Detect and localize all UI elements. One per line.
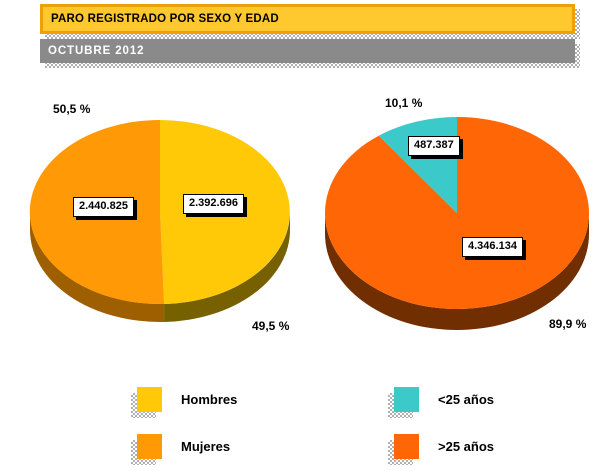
value-label-over25: 4.346.134 [462,237,523,258]
legend-item-hombres: Hombres [131,387,238,418]
paro-por-edad-slice-25-a-os [324,117,589,309]
color-swatch [137,387,162,412]
page-subtitle: OCTUBRE 2012 [48,45,145,57]
title-bar: PARO REGISTRADO POR SEXO Y EDAD [40,4,580,39]
paro-por-sexo-rim-hombres [164,212,290,322]
color-swatch [137,434,162,459]
subtitle-bar-box: OCTUBRE 2012 [40,39,575,63]
value-label-mujeres: 2.440.825 [73,197,134,218]
legend-item-under25: <25 años [388,387,495,418]
value-label-under25: 487.387 [408,136,460,157]
legend-swatch-mujeres [131,434,162,465]
legend-swatch-hombres [131,387,162,418]
paro-por-edad-rim-25-a-os [325,213,589,330]
legend-label-under25: <25 años [438,392,495,407]
legend-label-hombres: Hombres [181,392,238,407]
legend-swatch-over25 [388,434,419,465]
pct-label-mujeres: 50,5 % [53,102,91,116]
pct-label-hombres: 49,5 % [252,319,290,333]
color-swatch [394,387,419,412]
legend-label-mujeres: Mujeres [181,439,231,454]
page-title: PARO REGISTRADO POR SEXO Y EDAD [51,13,279,25]
pct-label-over25: 89,9 % [549,317,587,331]
color-swatch [394,434,419,459]
value-label-hombres: 2.392.696 [183,194,244,215]
subtitle-bar: OCTUBRE 2012 [40,39,580,68]
title-bar-box: PARO REGISTRADO POR SEXO Y EDAD [40,4,575,34]
legend-item-mujeres: Mujeres [131,434,231,465]
legend-swatch-under25 [388,387,419,418]
legend-label-over25: >25 años [438,439,495,454]
legend-item-over25: >25 años [388,434,495,465]
paro-por-sexo-rim-mujeres [30,212,165,322]
pct-label-under25: 10,1 % [385,96,423,110]
